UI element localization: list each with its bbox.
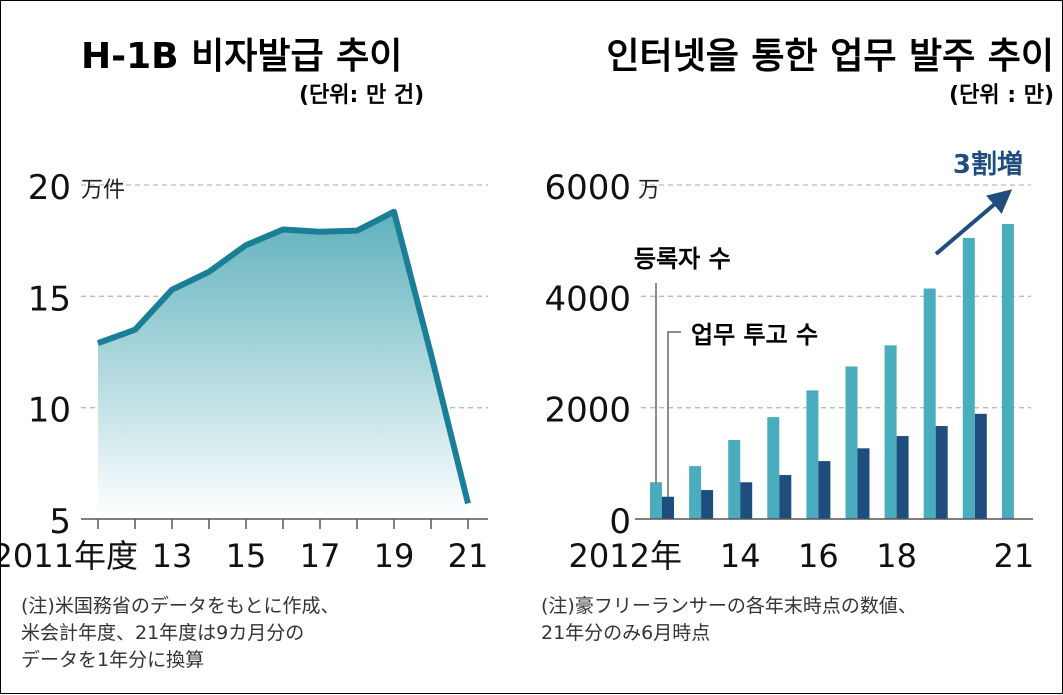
legend-posts: 업무 투고 수 (691, 321, 818, 349)
legend-leader-posts (668, 332, 681, 497)
bar-registered (924, 289, 936, 519)
bar-registered (1002, 224, 1014, 519)
y-unit-label: 万 (638, 178, 660, 203)
legend-registered: 등록자 수 (634, 245, 731, 273)
bar-posts (975, 414, 987, 519)
x-tick-label: 18 (876, 537, 917, 575)
right-chart-note: (注)豪フリーランサーの各年末時点の数値、 21年分のみ6月時点 (541, 593, 917, 647)
x-tick-label: 16 (798, 537, 839, 575)
bar-registered (846, 366, 858, 519)
y-tick-label: 15 (28, 279, 71, 319)
bar-registered (885, 345, 897, 519)
bar-posts (818, 461, 830, 519)
x-tick-label: 2012年 (569, 537, 682, 575)
y-tick-label: 10 (28, 391, 71, 431)
bar-registered (650, 482, 662, 519)
x-tick-label: 15 (226, 537, 267, 575)
y-tick-label: 2000 (544, 391, 631, 431)
bar-posts (662, 497, 674, 519)
y-unit-label: 万件 (81, 178, 125, 203)
bar-registered (963, 238, 975, 519)
left-chart-note: (注)米国務省のデータをもとに作成、 米会計年度、21年度は9カ月分の データを… (21, 593, 339, 674)
area-fill (98, 212, 468, 519)
y-tick-label: 4000 (544, 279, 631, 319)
x-tick-label: 21 (994, 537, 1035, 575)
annotation-label: 3割増 (953, 149, 1023, 180)
bar-registered (806, 390, 818, 519)
x-tick-label: 19 (374, 537, 415, 575)
bar-registered (728, 440, 740, 519)
x-tick-label: 17 (300, 537, 341, 575)
bar-posts (701, 490, 713, 519)
y-tick-label: 20 (28, 168, 71, 208)
x-tick-label: 13 (152, 537, 193, 575)
bar-posts (897, 436, 909, 519)
x-tick-label: 14 (720, 537, 761, 575)
bar-posts (740, 482, 752, 519)
bar-posts (779, 475, 791, 519)
y-tick-label: 0 (609, 502, 631, 542)
bar-posts (936, 426, 948, 519)
bar-posts (858, 448, 870, 519)
bar-registered (689, 466, 701, 519)
x-tick-label: 2011年度 (1, 537, 138, 575)
y-tick-label: 5 (49, 502, 71, 542)
y-tick-label: 6000 (544, 168, 631, 208)
x-tick-label: 21 (448, 537, 489, 575)
bar-registered (767, 417, 779, 519)
